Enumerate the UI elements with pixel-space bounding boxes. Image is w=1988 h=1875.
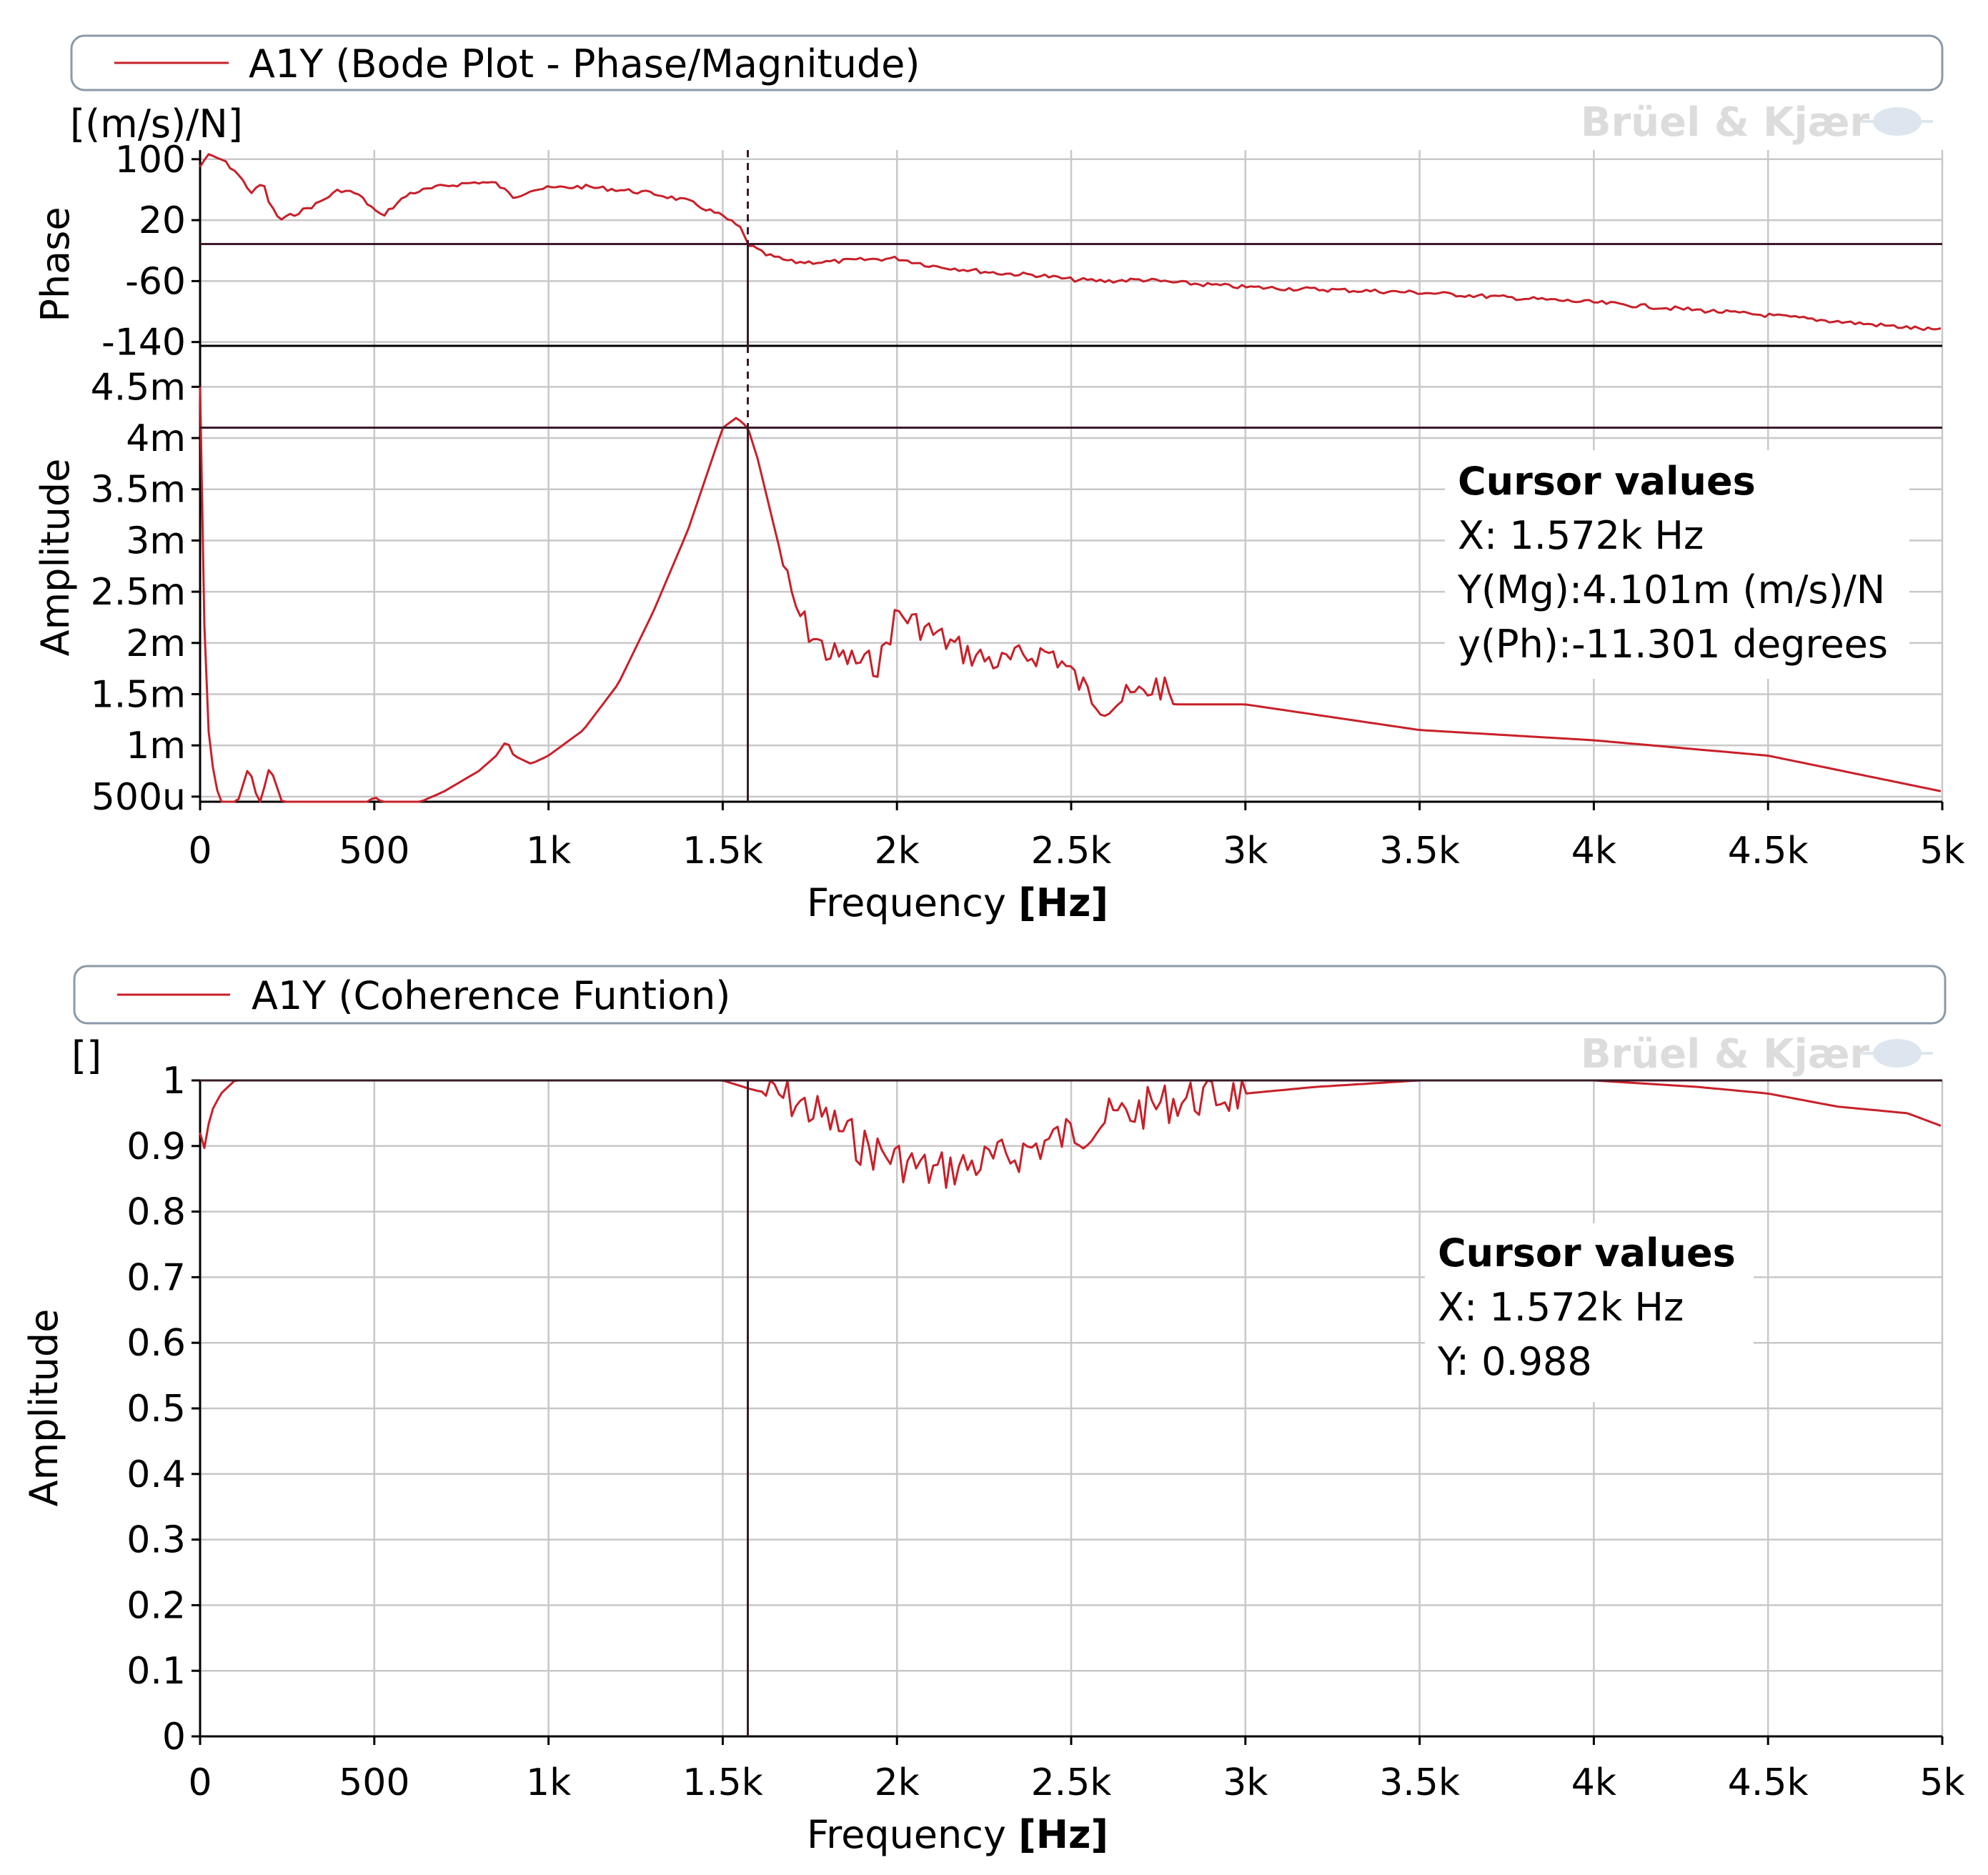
coherence-tick-label: 0.3 bbox=[126, 1519, 186, 1562]
phase-tick-label: 100 bbox=[115, 139, 186, 181]
amplitude-tick-label: 3.5m bbox=[91, 469, 186, 512]
bode-panel: A1Y (Bode Plot - Phase/Magnitude) [(m/s)… bbox=[33, 34, 1965, 925]
bode-cursor-ymg: Y(Mg):4.101m (m/s)/N bbox=[1457, 567, 1885, 612]
bode-xtick-label: 1k bbox=[526, 830, 571, 872]
coherence-tick-label: 0.5 bbox=[126, 1388, 186, 1431]
coherence-legend-label: A1Y (Coherence Funtion) bbox=[252, 973, 730, 1018]
coherence-legend-box[interactable] bbox=[73, 965, 1947, 1025]
amplitude-tick-label: 1m bbox=[126, 725, 186, 767]
phase-tick-label: 20 bbox=[139, 199, 186, 242]
coherence-xtick-label: 5k bbox=[1919, 1761, 1964, 1804]
coherence-tick-label: 0.2 bbox=[126, 1584, 186, 1627]
bode-xtick-label: 5k bbox=[1919, 830, 1964, 872]
coherence-cursor-x: X: 1.572k Hz bbox=[1438, 1285, 1684, 1330]
bode-xtick-label: 2.5k bbox=[1031, 830, 1112, 872]
coherence-brand-watermark: Brüel & Kjær bbox=[1581, 1031, 1869, 1078]
coherence-tick-label: 0.7 bbox=[126, 1256, 186, 1299]
bode-xtick-label: 4.5k bbox=[1728, 830, 1809, 872]
phase-axis-label: Phase bbox=[33, 207, 78, 322]
bode-cursor-values-box: Cursor values X: 1.572k Hz Y(Mg):4.101m … bbox=[1445, 450, 1909, 679]
phase-tick-label: -140 bbox=[101, 322, 186, 364]
coherence-xtick-label: 500 bbox=[339, 1761, 409, 1804]
coherence-brand-logo-icon bbox=[1862, 1039, 1933, 1068]
amplitude-tick-label: 2m bbox=[126, 622, 186, 665]
bode-cursor-title: Cursor values bbox=[1458, 459, 1756, 504]
amplitude-tick-label: 1.5m bbox=[91, 673, 186, 716]
coherence-units-label: [] bbox=[71, 1033, 101, 1078]
phase-trace bbox=[199, 153, 1942, 332]
bode-cursor-yph: y(Ph):-11.301 degrees bbox=[1458, 622, 1888, 667]
coherence-cursor-y: Y: 0.988 bbox=[1437, 1339, 1592, 1384]
coherence-xtick-label: 0 bbox=[188, 1761, 212, 1804]
phase-tick-label: -60 bbox=[125, 260, 186, 303]
amplitude-ticks: 4.5m 4m 3.5m 3m 2.5m 2m 1.5m 1m 500u bbox=[91, 366, 200, 819]
bode-x-axis-label: Frequency [Hz] bbox=[807, 880, 1108, 925]
bode-legend-box[interactable] bbox=[70, 34, 1944, 91]
amplitude-tick-label: 2.5m bbox=[91, 571, 186, 614]
amplitude-tick-label: 4.5m bbox=[91, 366, 186, 409]
coherence-tick-label: 0.6 bbox=[126, 1322, 186, 1365]
bode-x-tick-labels: 0 500 1k 1.5k 2k 2.5k 3k 3.5k 4k 4.5k 5k bbox=[188, 802, 1965, 872]
amplitude-tick-label: 500u bbox=[91, 776, 186, 819]
coherence-x-axis-label: Frequency [Hz] bbox=[807, 1812, 1108, 1857]
coherence-xtick-label: 2k bbox=[875, 1761, 920, 1804]
bode-xtick-label: 3k bbox=[1223, 830, 1268, 872]
bode-xtick-label: 2k bbox=[875, 830, 920, 872]
coherence-xtick-label: 4k bbox=[1571, 1761, 1616, 1804]
bode-cursor[interactable] bbox=[200, 150, 1942, 802]
bode-amplitude-axis-label: Amplitude bbox=[33, 459, 78, 657]
coherence-gridlines bbox=[200, 1079, 1944, 1736]
coherence-xtick-label: 3k bbox=[1223, 1761, 1268, 1804]
amplitude-trace bbox=[199, 387, 1942, 803]
amplitude-tick-label: 4m bbox=[126, 417, 186, 460]
bode-xtick-label: 500 bbox=[339, 830, 409, 872]
coherence-xtick-label: 4.5k bbox=[1728, 1761, 1809, 1804]
coherence-panel: A1Y (Coherence Funtion) [] Brüel & Kjær … bbox=[21, 965, 1965, 1857]
bode-units-label: [(m/s)/N] bbox=[70, 101, 243, 146]
bode-brand-logo-icon bbox=[1862, 107, 1933, 136]
coherence-tick-label: 0.1 bbox=[126, 1650, 186, 1693]
bode-xtick-label: 3.5k bbox=[1379, 830, 1460, 872]
coherence-cursor[interactable] bbox=[200, 1079, 1942, 1736]
coherence-xtick-label: 2.5k bbox=[1031, 1761, 1112, 1804]
amplitude-tick-label: 3m bbox=[126, 519, 186, 562]
coherence-tick-label: 1 bbox=[162, 1060, 186, 1103]
coherence-tick-label: 0 bbox=[162, 1716, 186, 1759]
bode-xtick-label: 4k bbox=[1571, 830, 1616, 872]
coherence-cursor-title: Cursor values bbox=[1438, 1230, 1736, 1275]
bode-xtick-label: 0 bbox=[188, 830, 212, 872]
coherence-cursor-values-box: Cursor values X: 1.572k Hz Y: 0.988 bbox=[1425, 1223, 1754, 1402]
coherence-xtick-label: 3.5k bbox=[1379, 1761, 1460, 1804]
coherence-xtick-label: 1k bbox=[526, 1761, 571, 1804]
bode-cursor-x: X: 1.572k Hz bbox=[1458, 513, 1704, 558]
bode-gridlines bbox=[200, 150, 1944, 802]
bode-xtick-label: 1.5k bbox=[682, 830, 763, 872]
coherence-x-tick-labels: 0 500 1k 1.5k 2k 2.5k 3k 3.5k 4k 4.5k 5k bbox=[188, 1736, 1965, 1804]
bode-brand-watermark: Brüel & Kjær bbox=[1581, 99, 1869, 146]
bode-legend-label: A1Y (Bode Plot - Phase/Magnitude) bbox=[249, 41, 920, 86]
coherence-tick-label: 0.4 bbox=[126, 1453, 186, 1496]
coherence-y-ticks: 1 0.9 0.8 0.7 0.6 0.5 0.4 0.3 0.2 0.1 0 bbox=[126, 1060, 200, 1759]
coherence-amplitude-axis-label: Amplitude bbox=[21, 1309, 66, 1507]
phase-ticks: 100 20 -60 -140 bbox=[101, 139, 200, 364]
coherence-tick-label: 0.9 bbox=[126, 1125, 186, 1168]
coherence-tick-label: 0.8 bbox=[126, 1191, 186, 1234]
coherence-xtick-label: 1.5k bbox=[682, 1761, 763, 1804]
